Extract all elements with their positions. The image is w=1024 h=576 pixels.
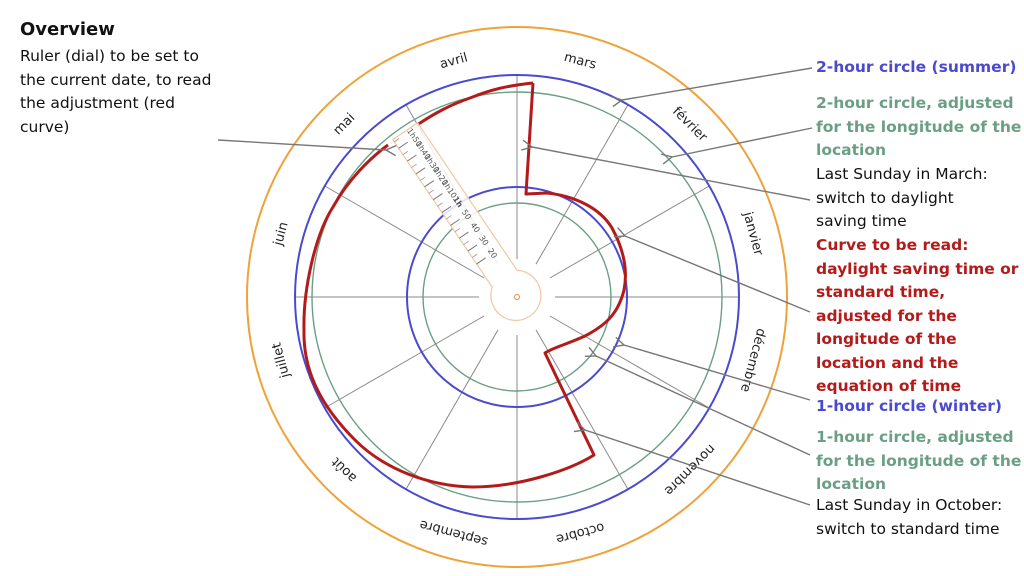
annotation-winter-adjusted: 1-hour circle, adjusted for the longitude… xyxy=(816,426,1021,497)
ruler-tick xyxy=(458,231,469,239)
annotation-line: for the longitude of the xyxy=(816,117,1022,136)
month-label: mai xyxy=(331,111,359,139)
callout-arrows xyxy=(217,67,813,506)
annotation-summer-adjusted: 2-hour circle, adjusted for the longitude… xyxy=(816,92,1021,163)
annotation-line: 2-hour circle, adjusted xyxy=(816,94,1014,112)
month-label: novembre xyxy=(661,441,718,498)
annotation-line: switch to standard time xyxy=(816,519,1000,538)
ruler-tick xyxy=(476,257,487,265)
annotation-line: location xyxy=(816,141,887,159)
ruler-body[interactable] xyxy=(384,117,550,330)
ruler-minor-tick xyxy=(446,215,452,220)
arrow-winter xyxy=(624,345,811,401)
ruler-minor-tick xyxy=(463,240,469,245)
spoke xyxy=(324,185,485,279)
overview-line: the adjustment (red xyxy=(20,94,175,112)
month-label: septembre xyxy=(418,516,490,549)
ruler-minor-tick xyxy=(420,176,426,181)
annotation-summer: 2-hour circle (summer) xyxy=(816,56,1016,80)
ruler-tick xyxy=(467,244,478,252)
annotation-line: adjusted for the xyxy=(816,306,957,325)
month-label: mars xyxy=(562,50,598,73)
spoke xyxy=(549,185,710,279)
spoke xyxy=(535,329,629,490)
spoke xyxy=(549,315,710,409)
arrow-march-switch xyxy=(532,147,811,201)
annotation-line: longitude of the xyxy=(816,330,957,348)
annotation-line: Curve to be read: xyxy=(816,236,969,254)
two-hour-circle-summer xyxy=(294,74,740,520)
annotation-march-switch: Last Sunday in March: switch to daylight s… xyxy=(816,163,988,234)
month-label: janvier xyxy=(739,209,765,257)
outer-ring xyxy=(246,26,788,568)
month-label: août xyxy=(329,454,360,485)
overview-line: Ruler (dial) to be set to xyxy=(20,47,199,65)
annotation-line: 1-hour circle (winter) xyxy=(816,397,1002,415)
ruler-tick xyxy=(415,167,426,175)
one-hour-circle-adjusted xyxy=(422,202,612,392)
reading-curve-upper xyxy=(416,81,534,127)
annotation-october-switch: Last Sunday in October: switch to standar… xyxy=(816,494,1002,541)
ruler-tick xyxy=(441,205,452,213)
arrow-winter-adjusted xyxy=(596,356,811,456)
overview-line: the current date, to read xyxy=(20,70,212,89)
spoke xyxy=(405,329,499,490)
ruler-minor-tick xyxy=(411,163,417,168)
ruler-minor-tick xyxy=(454,228,461,233)
arrow-summer-adjusted xyxy=(672,127,813,157)
annotation-line: location and the xyxy=(816,353,959,372)
overview-title: Overview xyxy=(20,19,115,40)
ruler-tick xyxy=(424,180,434,188)
spoke xyxy=(535,104,629,265)
ruler-minor-tick xyxy=(402,151,409,156)
month-label: avril xyxy=(438,50,469,72)
overview-description: Ruler (dial) to be set to the current da… xyxy=(20,45,211,139)
reading-curve xyxy=(302,82,627,489)
arrow-curve xyxy=(625,236,811,313)
annotation-line: location xyxy=(816,475,887,493)
spoke xyxy=(324,315,485,409)
arrow-october-switch xyxy=(585,430,811,506)
ruler-minor-tick xyxy=(472,253,478,258)
one-hour-circle-winter xyxy=(406,186,628,408)
month-label: février xyxy=(669,104,710,145)
annotation-line: 2-hour circle (summer) xyxy=(816,58,1017,76)
annotation-line: daylight saving time or xyxy=(816,259,1019,278)
month-label: juillet xyxy=(269,341,293,380)
annotation-line: Last Sunday in March: xyxy=(816,165,988,183)
ruler-tick xyxy=(432,193,443,201)
ruler-minor-tick xyxy=(437,202,443,207)
annotation-line: equation of time xyxy=(816,377,962,395)
annotation-line: 1-hour circle, adjusted xyxy=(816,428,1014,446)
ruler-tick xyxy=(406,154,417,162)
two-hour-circle-adjusted xyxy=(311,91,723,503)
annotation-line: switch to daylight xyxy=(816,188,954,207)
overview-line: curve) xyxy=(20,117,70,136)
month-label: juin xyxy=(271,220,292,248)
ruler-tick xyxy=(450,218,461,226)
annotation-line: for the longitude of the xyxy=(816,451,1022,470)
annotation-line: standard time, xyxy=(816,283,946,301)
arrow-overview xyxy=(217,139,386,150)
arrow-summer xyxy=(622,67,813,100)
annotation-winter: 1-hour circle (winter) xyxy=(816,395,1002,419)
ruler-minor-tick xyxy=(428,189,435,194)
ruler-tick xyxy=(398,141,408,149)
annotation-line: Last Sunday in October: xyxy=(816,496,1003,514)
annotation-curve: Curve to be read: daylight saving time or… xyxy=(816,234,1018,399)
month-label: octobre xyxy=(554,519,606,546)
ruler-minor-tick xyxy=(394,138,400,143)
annotation-line: saving time xyxy=(816,212,907,230)
ruler-pivot xyxy=(514,294,520,300)
